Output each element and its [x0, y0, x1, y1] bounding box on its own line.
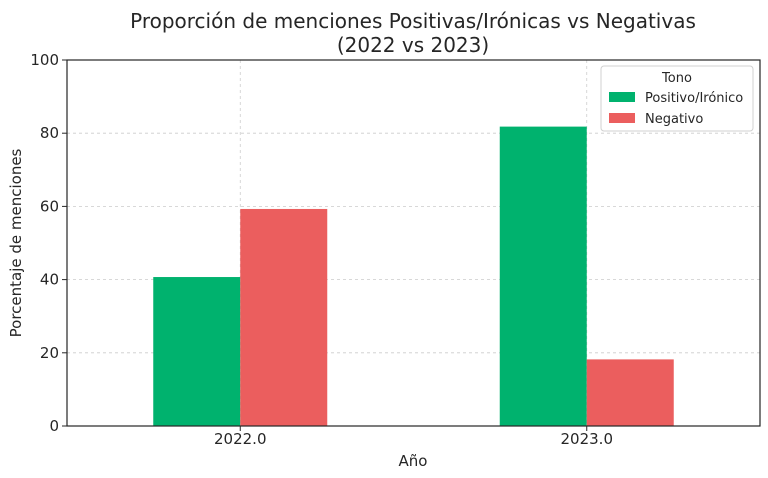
bar-positivo-1: [499, 126, 587, 426]
y-tick-label: 80: [40, 124, 59, 142]
y-axis-label: Porcentaje de menciones: [7, 148, 25, 337]
legend-swatch-positivo: [609, 92, 635, 102]
x-tick-label: 2023.0: [561, 430, 614, 448]
plot-frame: [66, 59, 761, 427]
chart-subtitle: (2022 vs 2023): [337, 33, 489, 57]
bar-negativo-1: [586, 359, 674, 426]
chart-title: Proporción de menciones Positivas/Irónic…: [130, 9, 696, 33]
legend-box: [600, 65, 754, 132]
y-tick-label: 100: [30, 51, 59, 69]
legend-title: Tono: [661, 71, 692, 86]
bar-positivo-0: [153, 277, 241, 426]
y-tick-label: 40: [40, 271, 59, 289]
bars: [153, 126, 674, 426]
x-axis-label: Año: [399, 452, 428, 470]
bar-negativo-0: [240, 208, 328, 426]
legend-label-negativo: Negativo: [645, 112, 703, 127]
ticks: 0 20 40 60 80 100 2022.0 2023.0: [30, 51, 613, 448]
legend-label-positivo: Positivo/Irónico: [645, 91, 743, 106]
legend: Tono Positivo/Irónico Negativo: [600, 65, 754, 132]
x-tick-label: 2022.0: [214, 430, 267, 448]
legend-swatch-negativo: [609, 113, 635, 123]
y-tick-label: 0: [49, 417, 59, 435]
y-tick-label: 60: [40, 197, 59, 215]
y-tick-label: 20: [40, 344, 59, 362]
